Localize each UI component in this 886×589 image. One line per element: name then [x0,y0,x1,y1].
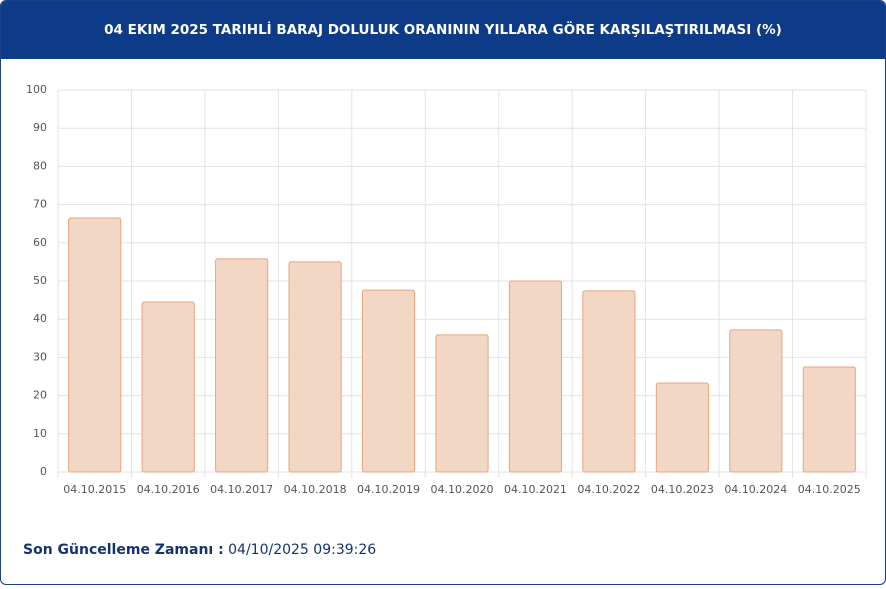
footer: Son Güncelleme Zamanı : 04/10/2025 09:39… [23,542,376,558]
bar [215,258,269,473]
bar [141,301,195,473]
y-tick-label: 20 [33,389,47,402]
bar [582,290,636,473]
x-tick-label: 04.10.2024 [724,483,787,496]
y-tick-label: 30 [33,350,47,363]
bar [361,289,416,473]
x-tick-label: 04.10.2021 [504,483,567,496]
y-tick-label: 90 [33,121,47,134]
chart: 0 10 20 30 40 50 60 70 80 90 100 04.10.2015 04.10.20… [26,83,867,496]
x-tick-label: 04.10.2019 [357,483,420,496]
x-tick-label: 04.10.2018 [284,483,347,496]
y-tick-label: 100 [26,83,47,96]
y-tick-label: 0 [40,465,47,478]
x-tick-label: 04.10.2017 [210,483,273,496]
y-tick-label: 40 [33,312,47,325]
x-tick-label: 04.10.2022 [577,483,640,496]
footer-value: 04/10/2025 09:39:26 [228,542,377,558]
y-tick-label: 60 [33,236,47,249]
bar [288,261,342,473]
x-tick-label: 04.10.2023 [651,483,714,496]
x-tick-label: 04.10.2025 [798,483,861,496]
bar [435,334,489,473]
bar [68,217,122,473]
bar [655,382,709,473]
y-tick-label: 10 [33,427,47,440]
x-tick-label: 04.10.2016 [137,483,200,496]
bar [508,280,563,473]
x-tick-label: 04.10.2015 [63,483,126,496]
y-tick-label: 50 [33,274,47,287]
bar [802,366,856,473]
y-tick-label: 80 [33,159,47,172]
y-tick-label: 70 [33,198,47,211]
chart-title: 04 EKIM 2025 TARIHLİ BARAJ DOLULUK ORANI… [1,1,885,59]
x-tick-label: 04.10.2020 [431,483,494,496]
footer-label: Son Güncelleme Zamanı : [23,542,224,558]
bar [729,329,783,473]
